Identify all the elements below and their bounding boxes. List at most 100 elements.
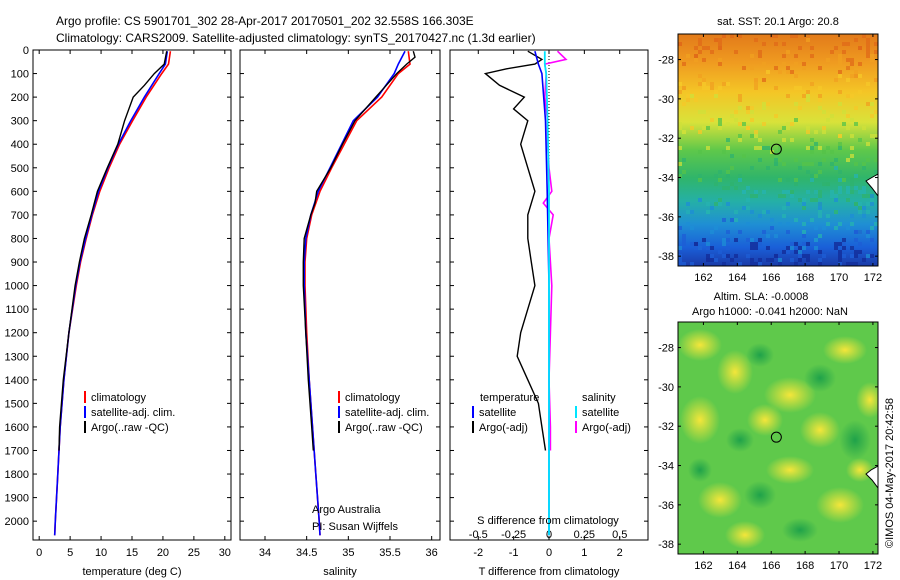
sst-pixel	[782, 206, 786, 210]
legend-label-satellite: satellite-adj. clim.	[345, 407, 429, 419]
sla-high-blob	[823, 336, 867, 364]
sla-high-blob	[856, 382, 878, 418]
sst-pixel	[866, 158, 870, 162]
sst-pixel	[870, 194, 874, 198]
sst-pixel	[838, 102, 842, 106]
legend-label-satellite: satellite	[479, 407, 516, 419]
difference-xlabel-top: S difference from climatology	[477, 515, 619, 527]
sst-pixel	[806, 170, 810, 174]
difference-lines	[483, 50, 568, 540]
sst-pixel	[742, 122, 746, 126]
sst-pixel	[806, 258, 810, 262]
sst-pixel	[774, 162, 778, 166]
x-tick-label: 35.5	[379, 547, 400, 559]
sst-pixel	[714, 226, 718, 230]
sst-pixel	[786, 66, 790, 70]
sst-pixel	[746, 222, 750, 226]
sst-pixel	[686, 222, 690, 226]
sst-pixel	[726, 170, 730, 174]
depth-tick-label: 2000	[5, 516, 29, 528]
sst-pixel	[698, 174, 702, 178]
sst-pixel	[850, 154, 854, 158]
sst-pixel	[794, 182, 798, 186]
depth-tick-label: 1600	[5, 422, 29, 434]
sst-pixel	[794, 34, 798, 38]
sst-pixel	[854, 162, 858, 166]
temperature-lines	[53, 51, 172, 536]
sst-pixel	[846, 42, 850, 46]
sst-pixel	[762, 122, 766, 126]
sst-pixel	[710, 86, 714, 90]
sst-pixel	[778, 222, 782, 226]
sst-pixel	[790, 122, 794, 126]
sst-pixel	[802, 94, 806, 98]
sst-pixel	[726, 238, 730, 242]
sst-pixel	[862, 190, 866, 194]
sst-pixel	[778, 158, 782, 162]
difference-legend-salinity: salinity satellite Argo(-adj)	[575, 392, 631, 434]
map-x-tick-label: 162	[694, 272, 712, 284]
x-tick-label: 15	[126, 547, 138, 559]
sst-pixel	[730, 166, 734, 170]
sst-pixel	[826, 182, 830, 186]
sst-pixel	[786, 190, 790, 194]
sst-pixel	[722, 242, 726, 246]
sst-pixel	[866, 38, 870, 42]
sst-pixel	[678, 226, 682, 230]
sst-pixel	[718, 118, 722, 122]
sst-pixel	[870, 134, 874, 138]
map-y-tick-label: -36	[658, 500, 674, 512]
sst-pixel	[726, 122, 730, 126]
sst-pixel	[862, 194, 866, 198]
sst-pixel	[742, 66, 746, 70]
sla-low-blob	[726, 428, 754, 452]
sst-map-argo-marker	[770, 143, 782, 155]
sst-pixel	[710, 50, 714, 54]
sst-pixel	[874, 170, 878, 174]
x-tick-label: 34	[259, 547, 271, 559]
temperature-legend: climatology satellite-adj. clim. Argo(..…	[84, 391, 175, 434]
sst-pixel	[838, 186, 842, 190]
sst-pixel	[754, 246, 758, 250]
sst-pixel	[758, 238, 762, 242]
sst-pixel	[722, 82, 726, 86]
sst-pixel	[786, 230, 790, 234]
sst-pixel	[874, 222, 878, 226]
salinity-legend: climatology satellite-adj. clim. Argo(..…	[338, 391, 429, 434]
sst-pixel	[850, 190, 854, 194]
sst-pixel	[850, 134, 854, 138]
sst-pixel	[738, 34, 742, 38]
sst-pixel	[778, 258, 782, 262]
temperature-x-axis: 0 5 10 15 20 25 30	[36, 50, 231, 559]
sst-pixel	[858, 90, 862, 94]
map-y-tick-label: -32	[658, 133, 674, 145]
map-y-tick-label: -30	[658, 94, 674, 106]
sst-pixel	[734, 50, 738, 54]
sst-pixel	[854, 202, 858, 206]
map-x-tick-label: 166	[762, 560, 780, 572]
sst-pixel	[702, 110, 706, 114]
sst-pixel	[794, 86, 798, 90]
legend-label-climatology: climatology	[345, 392, 401, 404]
sst-pixel	[682, 170, 686, 174]
sst-pixel	[834, 242, 838, 246]
sst-map-axes: 162 164 166 168 170 172 -28 -30 -32 -34 -36 -38	[658, 34, 882, 284]
sst-pixel	[866, 46, 870, 50]
sst-pixel	[786, 70, 790, 74]
sst-pixel	[682, 238, 686, 242]
sst-pixel	[694, 98, 698, 102]
sst-pixel	[726, 254, 730, 258]
sst-pixel	[702, 238, 706, 242]
x-tick-label: 1	[581, 547, 587, 559]
sst-pixel	[738, 262, 742, 266]
sst-pixel	[746, 198, 750, 202]
sst-pixel	[762, 230, 766, 234]
sst-pixel	[798, 166, 802, 170]
sst-pixel	[858, 62, 862, 66]
sst-pixel	[814, 226, 818, 230]
sst-pixel	[750, 194, 754, 198]
sst-pixel	[826, 118, 830, 122]
sst-pixel	[842, 110, 846, 114]
sst-pixel	[834, 194, 838, 198]
sst-pixel	[678, 90, 682, 94]
